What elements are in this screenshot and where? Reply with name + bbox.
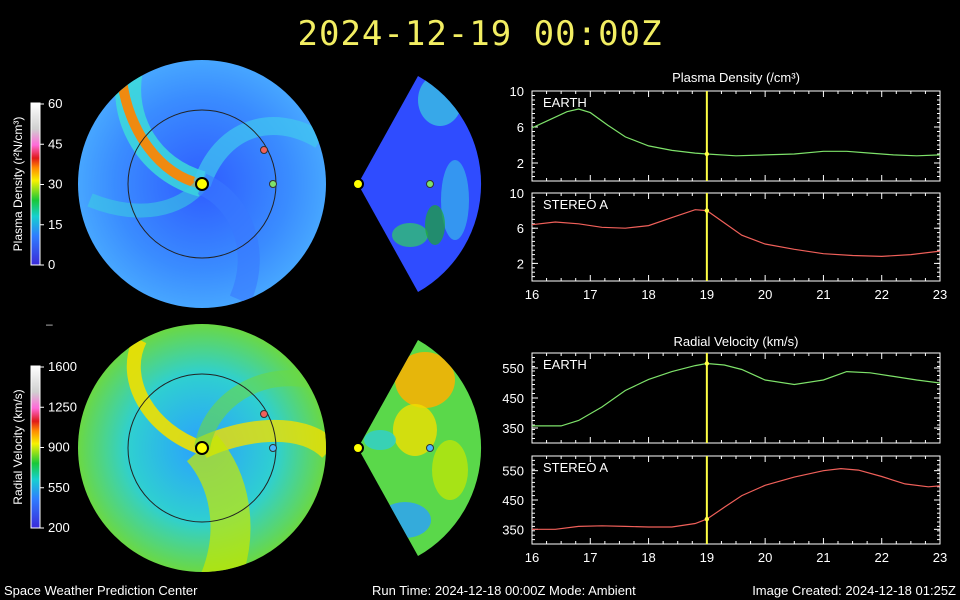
footer-image-created: Image Created: 2024-12-18 01:25Z	[752, 583, 956, 598]
velocity-stereo-x-tick-label: 17	[583, 550, 597, 565]
density-stereo-y-tick-label: 10	[510, 186, 524, 201]
density-earth-series-line	[531, 108, 941, 157]
density-stereo-x-tick-label: 21	[816, 287, 830, 302]
velocity-earth-plot-frame	[531, 352, 941, 444]
density-earth-y-tick-label: 2	[517, 156, 524, 171]
density-earth-panel-label: EARTH	[543, 95, 587, 110]
velocity-stereo-y-tick-label: 550	[502, 464, 524, 479]
density-colorbar-tick-label: 15	[48, 217, 62, 232]
velocity-stereo-x-tick-label: 21	[816, 550, 830, 565]
velocity-colorbar-tick-label: 550	[48, 480, 70, 495]
density-spiral-arm	[193, 117, 325, 188]
density-spiral-arm	[197, 173, 260, 305]
velocity-colorbar-tick-label: 1600	[48, 359, 77, 374]
density-earth-plot-frame	[531, 90, 941, 182]
density-stereo-x-tick-label: 22	[874, 287, 888, 302]
velocity-wedge-map	[352, 340, 482, 556]
velocity-stereo-x-tick-label: 20	[758, 550, 772, 565]
velocity-earth-y-tick-label: 350	[502, 421, 524, 436]
density-stereo-x-tick-label: 20	[758, 287, 772, 302]
velocity-colorbar-label: Radial Velocity (km/s)	[11, 389, 25, 504]
density-stereo-x-tick-label: 19	[700, 287, 714, 302]
velocity-colorbar-tick-label: 1250	[48, 399, 77, 414]
sun-icon	[352, 442, 364, 454]
velocity-stereo-x-tick-label: 22	[874, 550, 888, 565]
density-stereo-x-tick-label: 16	[525, 287, 539, 302]
velocity-spiral-arm	[186, 434, 251, 572]
velocity-colorbar-tick-label: 900	[48, 440, 70, 455]
footer-credit: Space Weather Prediction Center	[4, 583, 198, 598]
density-stereo-x-tick-label: 18	[641, 287, 655, 302]
density-colorbar-tick-label: 60	[48, 96, 62, 111]
velocity-colorbar: 1600 1250 900 550 200 Radial Velocity (km/s)	[11, 359, 77, 535]
density-colorbar-tick-label: 0	[48, 257, 55, 272]
density-colorbar-label: Plasma Density (r²N/cm³)	[11, 117, 25, 252]
density-stereo-panel-label: STEREO A	[543, 197, 608, 212]
density-stereo-y-tick-label: 2	[517, 256, 524, 271]
velocity-spiral-arm	[194, 370, 312, 450]
density-wedge	[358, 76, 482, 292]
sun-icon	[195, 177, 209, 191]
density-colorbar-tick-label: 45	[48, 136, 62, 151]
velocity-earth-chart-title: Radial Velocity (km/s)	[674, 334, 799, 349]
velocity-stereo-panel-label: STEREO A	[543, 460, 608, 475]
density-spiral-ridge	[117, 79, 204, 189]
earth-marker	[426, 180, 434, 188]
sun-icon	[195, 441, 209, 455]
density-polar-map	[78, 60, 326, 308]
density-colorbar: 60 45 30 15 0 Plasma Density (r²N/cm³)	[11, 96, 62, 272]
velocity-earth-y-tick-label: 450	[502, 391, 524, 406]
density-colorbar-scale	[30, 102, 41, 266]
velocity-stereo-x-tick-label: 18	[641, 550, 655, 565]
velocity-stereo-y-tick-label: 350	[502, 522, 524, 537]
velocity-polar-map	[78, 324, 326, 572]
velocity-stereo-y-tick-label: 450	[502, 493, 524, 508]
density-earth-y-tick-label: 10	[510, 84, 524, 99]
density-spiral-arm	[87, 179, 208, 218]
stereo-marker	[260, 410, 268, 418]
page-title: 2024-12-19 00:00Z	[297, 14, 663, 54]
velocity-stereo-panel: 16 17 18 19 20 21 22 23 350 450 550 STEREO A	[502, 455, 947, 565]
velocity-earth-panel-label: EARTH	[543, 357, 587, 372]
velocity-stereo-x-tick-label: 23	[933, 550, 947, 565]
separator-dash: –	[46, 317, 53, 331]
earth-marker	[269, 180, 277, 188]
velocity-earth-y-tick-label: 550	[502, 361, 524, 376]
density-stereo-x-tick-label: 17	[583, 287, 597, 302]
sun-icon	[352, 178, 364, 190]
density-colorbar-tick-label: 30	[48, 177, 62, 192]
time-series-charts: Plasma Density (/cm³) 2 6 10 EARTH 16 17 18 19 20…	[502, 70, 947, 565]
density-stereo-x-tick-label: 23	[933, 287, 947, 302]
stereo-marker	[260, 146, 268, 154]
density-earth-panel: Plasma Density (/cm³) 2 6 10 EARTH	[510, 70, 941, 182]
velocity-earth-series-line	[532, 362, 941, 427]
density-wedge-map	[352, 76, 482, 292]
density-stereo-series-line	[531, 209, 941, 258]
velocity-stereo-x-tick-label: 19	[700, 550, 714, 565]
density-stereo-y-tick-label: 6	[517, 221, 524, 236]
footer-run-time: Run Time: 2024-12-18 00:00Z Mode: Ambien…	[372, 583, 636, 598]
velocity-stereo-x-tick-label: 16	[525, 550, 539, 565]
velocity-colorbar-tick-label: 200	[48, 520, 70, 535]
earth-marker	[426, 444, 434, 452]
density-earth-chart-title: Plasma Density (/cm³)	[672, 70, 800, 85]
earth-marker	[269, 444, 277, 452]
velocity-earth-panel: Radial Velocity (km/s) 350 450 550 EARTH	[502, 334, 941, 444]
density-earth-y-tick-label: 6	[517, 120, 524, 135]
density-stereo-panel: 16 17 18 19 20 21 22 23 2 6 10 STEREO A	[510, 186, 948, 302]
velocity-stereo-series-line	[532, 467, 941, 530]
velocity-colorbar-scale	[30, 365, 41, 529]
